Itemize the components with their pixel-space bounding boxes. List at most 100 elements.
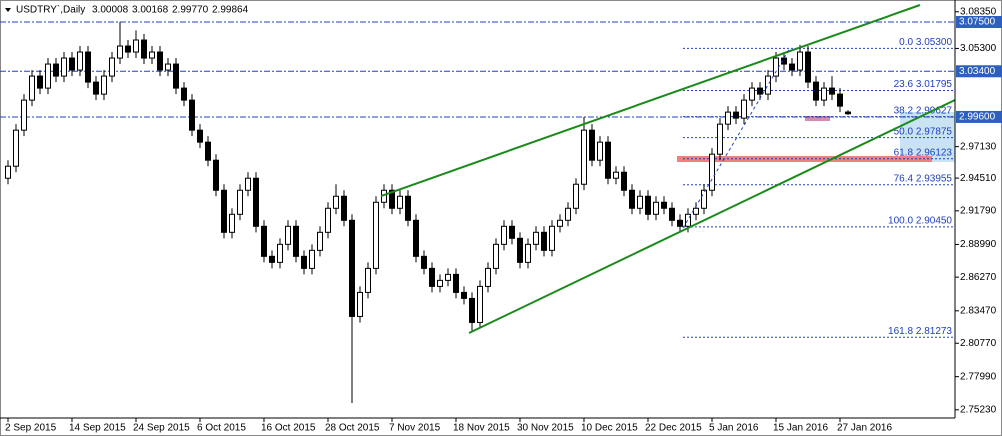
candle-body (5, 165, 11, 179)
candle-body (165, 63, 171, 71)
candle-body (53, 63, 59, 77)
y-tick-label: 2.86270 (960, 272, 997, 283)
candle-body (445, 273, 451, 281)
x-tick-label: 24 Sep 2015 (133, 423, 190, 434)
candle-body (565, 207, 571, 221)
candle-body (61, 57, 67, 77)
x-tick-label: 15 Jan 2016 (773, 423, 828, 434)
candle-body (757, 87, 763, 95)
candle-body (341, 195, 347, 221)
candle-body (405, 195, 411, 221)
candle-body (637, 195, 643, 209)
candle-body (413, 219, 419, 257)
fib-label: 61.8 2.96123 (894, 147, 953, 158)
candle-body (781, 57, 787, 65)
x-tick-label: 22 Dec 2015 (645, 423, 702, 434)
fib-label: 161.8 2.81273 (888, 326, 952, 337)
candle-body (349, 219, 355, 317)
candle-body (813, 81, 819, 101)
x-tick-label: 28 Oct 2015 (325, 423, 380, 434)
candle-body (429, 267, 435, 287)
y-tick-label: 2.83470 (960, 305, 997, 316)
candle-body (261, 225, 267, 257)
y-tick-label: 3.08350 (960, 6, 997, 17)
channel-lower (468, 99, 956, 334)
candle-body (77, 51, 83, 71)
x-tick-label: 7 Nov 2015 (389, 423, 441, 434)
candle-body (821, 87, 827, 101)
candle-body (541, 231, 547, 251)
candle-body (557, 219, 563, 227)
candle-body (621, 171, 627, 191)
candle-body (125, 45, 131, 53)
candle-body (237, 189, 243, 215)
candle-body (397, 195, 403, 209)
x-tick-label: 16 Oct 2015 (261, 423, 316, 434)
candle-body (229, 213, 235, 233)
candle-body (437, 279, 443, 287)
candle-body (181, 87, 187, 101)
candle-body (269, 255, 275, 263)
candle-body (805, 51, 811, 83)
fib-base (682, 47, 791, 229)
candle-body (509, 225, 515, 239)
candle-body (213, 159, 219, 191)
candle-body (21, 99, 27, 131)
fib-zone (900, 112, 955, 162)
symbol-title: USDTRY`,Daily (16, 4, 85, 16)
fib-label: 100.0 2.90450 (888, 216, 952, 227)
candle-body (373, 201, 379, 269)
candle-body (85, 51, 91, 83)
pivot-zone (805, 116, 830, 121)
candle-body (357, 291, 363, 317)
y-tick-label: 2.88990 (960, 239, 997, 250)
candle-body (573, 183, 579, 209)
level-label: 3.03400 (959, 66, 996, 77)
candle-body (749, 87, 755, 101)
candle-body (629, 189, 635, 209)
candle-body (717, 123, 723, 155)
candle-body (245, 177, 251, 191)
candle-body (693, 207, 699, 215)
quote-open: 3.00008 (92, 5, 129, 16)
level-badge (956, 65, 1002, 78)
candle-body (837, 93, 843, 107)
candle-body (709, 153, 715, 191)
level-label: 2.99600 (959, 112, 996, 123)
candle-body (45, 63, 51, 89)
y-tick-label: 3.05300 (960, 43, 997, 54)
candle-body (789, 63, 795, 71)
candle-body (525, 243, 531, 263)
candle-body (589, 129, 595, 161)
fib-label: 76.4 2.93955 (894, 173, 953, 184)
candle-body (685, 213, 691, 227)
candle-body (797, 51, 803, 71)
candle-body (29, 75, 35, 101)
candle-body (773, 57, 779, 77)
candle-body (301, 255, 307, 269)
candle-body (101, 75, 107, 95)
candle-body (133, 39, 139, 53)
candle-body (765, 75, 771, 95)
menu-arrow[interactable] (5, 8, 11, 12)
candle-body (253, 177, 259, 227)
candle-body (829, 87, 835, 95)
candle-body (597, 141, 603, 161)
y-tick-label: 2.77990 (960, 371, 997, 382)
y-tick-label: 2.97130 (960, 141, 997, 152)
candle-body (293, 225, 299, 257)
candle-body (605, 141, 611, 179)
y-tick-label: 2.91790 (960, 205, 997, 216)
quote-close: 2.99864 (212, 5, 249, 16)
candle-body (309, 249, 315, 269)
x-tick-label: 27 Jan 2016 (837, 423, 892, 434)
candle-body (37, 75, 43, 89)
candle-body (173, 63, 179, 89)
candle-body (501, 225, 507, 245)
candle-body (13, 129, 19, 167)
candle-body (613, 171, 619, 179)
candle-body (453, 273, 459, 293)
candle-body (189, 99, 195, 131)
x-tick-label: 6 Oct 2015 (197, 423, 246, 434)
